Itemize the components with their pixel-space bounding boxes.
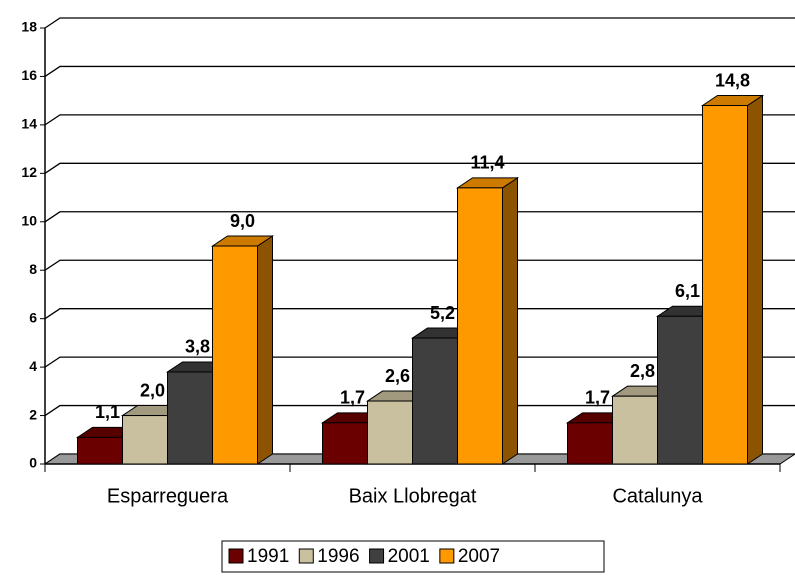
x-tick-label: Baix Llobregat xyxy=(349,485,477,507)
bar-front xyxy=(167,371,213,465)
y-tick-label: 18 xyxy=(21,19,37,35)
grid-line xyxy=(44,259,795,271)
y-tick-label: 2 xyxy=(29,406,37,422)
grid-line xyxy=(44,211,795,223)
x-tick-label: Catalunya xyxy=(612,485,703,507)
x-tick-label: Esparreguera xyxy=(107,485,229,507)
bar-front xyxy=(702,105,748,465)
value-label: 3,8 xyxy=(185,337,210,357)
y-tick-label: 14 xyxy=(21,116,37,132)
bar-front xyxy=(322,422,368,465)
grid-line xyxy=(44,162,795,174)
legend-label: 2001 xyxy=(388,546,430,567)
value-label: 9,0 xyxy=(230,211,255,231)
bar-front xyxy=(367,400,413,465)
bar xyxy=(455,176,520,465)
bar-side xyxy=(747,94,763,465)
legend-swatch xyxy=(369,548,385,564)
bar-side xyxy=(257,235,273,465)
value-label: 1,7 xyxy=(585,388,610,408)
bar-front xyxy=(657,315,703,465)
y-tick-label: 16 xyxy=(21,67,37,83)
legend-label: 2007 xyxy=(458,546,500,567)
grid-line xyxy=(44,356,795,368)
grid-line xyxy=(44,114,795,126)
value-label: 11,4 xyxy=(470,153,504,173)
value-label: 2,8 xyxy=(630,361,655,381)
bar-front xyxy=(212,245,258,465)
y-tick-label: 0 xyxy=(29,455,37,471)
value-label: 5,2 xyxy=(430,303,455,323)
legend-box xyxy=(221,540,605,573)
value-label: 2,0 xyxy=(140,380,165,400)
value-label: 1,7 xyxy=(340,388,365,408)
bar-front xyxy=(567,422,613,465)
bar-front xyxy=(457,187,503,465)
legend-label: 1996 xyxy=(317,546,359,567)
bar-front xyxy=(412,337,458,465)
grid-line xyxy=(44,308,795,320)
value-label: 14,8 xyxy=(715,70,750,90)
y-tick-label: 4 xyxy=(29,358,37,374)
legend-swatch xyxy=(228,548,244,564)
bar-side xyxy=(502,176,518,465)
value-label: 2,6 xyxy=(385,366,410,386)
y-tick-label: 8 xyxy=(29,261,37,277)
bar xyxy=(210,235,275,465)
y-tick-label: 12 xyxy=(21,164,37,180)
value-label: 6,1 xyxy=(675,281,700,301)
y-tick-label: 6 xyxy=(29,309,37,325)
bar-front xyxy=(77,436,123,465)
grid-line xyxy=(44,404,795,417)
legend-label: 1991 xyxy=(247,546,289,567)
bar-front xyxy=(612,395,658,465)
y-tick-label: 10 xyxy=(21,212,37,228)
bar-front xyxy=(122,415,168,465)
value-label: 1,1 xyxy=(95,402,120,422)
legend-swatch xyxy=(439,548,455,564)
grid-line xyxy=(44,17,795,29)
legend-swatch xyxy=(298,548,314,564)
grid-line xyxy=(44,65,795,77)
bar xyxy=(700,94,765,465)
